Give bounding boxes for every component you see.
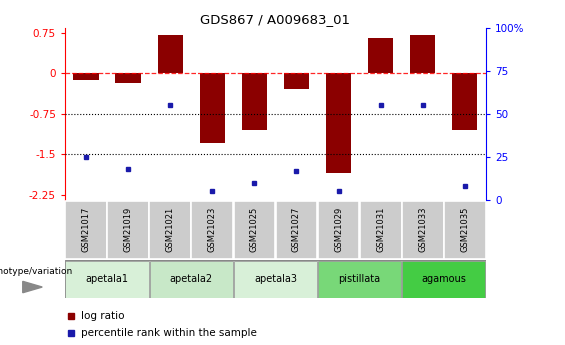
Bar (158, 34, 183, 73)
FancyBboxPatch shape (444, 201, 486, 259)
Text: log ratio: log ratio (81, 311, 125, 321)
Text: GSM21017: GSM21017 (81, 206, 90, 252)
Text: GSM21021: GSM21021 (166, 206, 175, 252)
Title: GDS867 / A009683_01: GDS867 / A009683_01 (201, 13, 350, 27)
Bar (452, 73, 477, 130)
Text: GSM21035: GSM21035 (460, 206, 470, 252)
Bar (242, 73, 267, 130)
Text: GSM21019: GSM21019 (124, 206, 133, 252)
FancyBboxPatch shape (402, 261, 485, 298)
Polygon shape (23, 282, 42, 293)
FancyBboxPatch shape (233, 201, 275, 259)
FancyBboxPatch shape (66, 261, 149, 298)
FancyBboxPatch shape (360, 201, 402, 259)
Text: GSM21033: GSM21033 (418, 206, 427, 252)
FancyBboxPatch shape (149, 201, 191, 259)
FancyBboxPatch shape (150, 261, 233, 298)
Bar (410, 34, 436, 73)
Bar (199, 73, 225, 144)
Text: apetala1: apetala1 (85, 275, 129, 284)
FancyBboxPatch shape (107, 201, 149, 259)
Text: GSM21027: GSM21027 (292, 206, 301, 252)
FancyBboxPatch shape (192, 201, 233, 259)
Text: GSM21023: GSM21023 (208, 206, 217, 252)
Text: GSM21025: GSM21025 (250, 206, 259, 252)
FancyBboxPatch shape (318, 261, 401, 298)
Text: pistillata: pistillata (338, 275, 381, 284)
Text: genotype/variation: genotype/variation (0, 267, 72, 276)
FancyBboxPatch shape (276, 201, 318, 259)
Text: apetala2: apetala2 (170, 275, 213, 284)
FancyBboxPatch shape (65, 201, 107, 259)
Text: GSM21031: GSM21031 (376, 206, 385, 252)
Bar (73, 73, 99, 80)
Text: percentile rank within the sample: percentile rank within the sample (81, 328, 257, 338)
Text: apetala3: apetala3 (254, 275, 297, 284)
Text: GSM21029: GSM21029 (334, 206, 343, 252)
Bar (326, 73, 351, 173)
Bar (368, 38, 393, 73)
Bar (284, 73, 309, 89)
Text: agamous: agamous (421, 275, 466, 284)
FancyBboxPatch shape (318, 201, 359, 259)
FancyBboxPatch shape (402, 201, 444, 259)
FancyBboxPatch shape (234, 261, 317, 298)
Bar (115, 73, 141, 83)
